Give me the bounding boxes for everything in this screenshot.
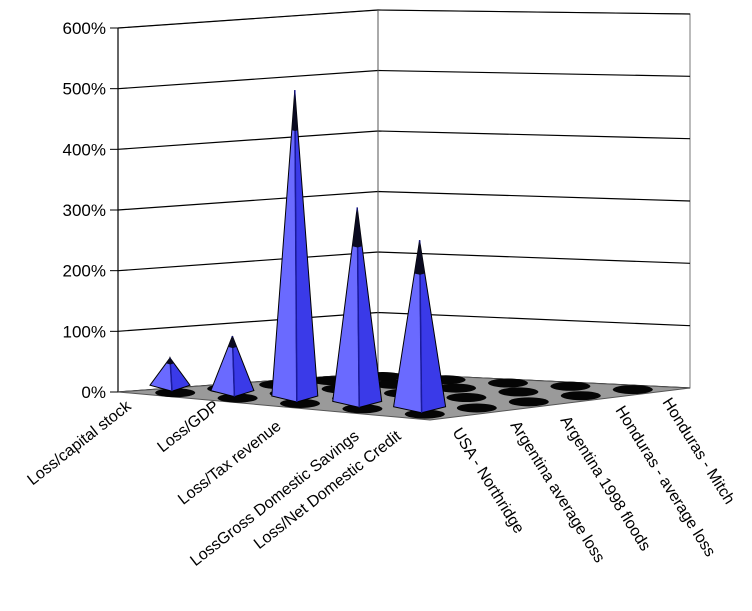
floor-spot	[446, 393, 487, 403]
y-tick-label: 0%	[81, 383, 106, 402]
y-tick-label: 200%	[63, 262, 106, 281]
y-tick-label: 500%	[63, 80, 106, 99]
depth-category-label: Loss/capital stock	[24, 397, 135, 489]
floor-spot	[342, 404, 383, 414]
floor-spot	[404, 409, 445, 419]
floor-spot	[436, 383, 476, 393]
floor-spot	[456, 403, 497, 413]
floor-spot	[217, 393, 258, 403]
floor-spot	[550, 381, 591, 391]
pyramid-tip	[352, 207, 363, 248]
x-category-label: Argentina average loss	[507, 418, 608, 566]
pyramid-tip	[414, 240, 425, 275]
pyramid-bar	[149, 356, 191, 392]
x-category-label: Honduras - average loss	[612, 403, 719, 560]
pyramid-bar	[271, 90, 319, 403]
y-tick-label: 600%	[63, 19, 106, 38]
floor-spot	[488, 378, 528, 388]
floor-spot	[155, 388, 196, 398]
floor-spot	[612, 385, 653, 395]
floor-spot	[508, 397, 549, 407]
pyramid-tip	[291, 90, 298, 131]
pyramid-tip	[228, 336, 237, 349]
depth-category-label: Loss/GDP	[155, 398, 223, 456]
floor-spot	[498, 387, 539, 397]
floor-spot	[280, 398, 320, 408]
pyramid-bar	[332, 207, 383, 409]
pyramid-tip	[166, 357, 174, 365]
pyramid-bar	[210, 335, 255, 398]
y-tick-label: 300%	[63, 201, 106, 220]
pyramid-bar	[393, 240, 447, 414]
x-category-label: USA - Northridge	[449, 425, 528, 537]
depth-category-label: LossGross Domestic Savings	[187, 428, 362, 570]
pyramid-edge	[294, 90, 298, 402]
floor-spot	[560, 391, 601, 401]
y-tick-label: 100%	[63, 322, 106, 341]
y-tick-label: 400%	[63, 140, 106, 159]
